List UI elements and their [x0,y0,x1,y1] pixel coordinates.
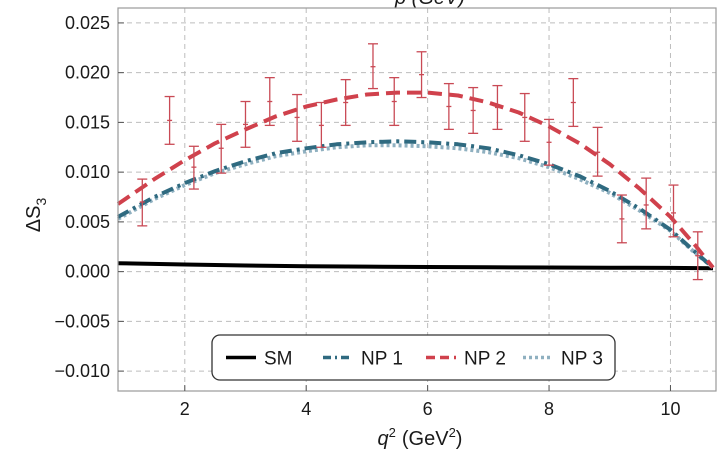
y-tick-label: −0.010 [54,361,110,381]
x-tick-label: 10 [660,399,680,419]
legend-item-sm: SM [226,349,293,370]
y-tick-label: 0.015 [65,112,110,132]
chart-title-fragment: p (GeV) [394,0,465,9]
plot-frame [117,7,717,392]
series-line-np-1 [117,139,715,270]
y-tick-label: 0.010 [65,162,110,182]
series-line-sm [117,261,714,271]
error-bar [692,231,703,281]
error-bar [137,178,148,227]
series-line-np-3 [117,143,715,270]
error-bar [188,145,199,190]
x-axis-ticks: 2 4 6 8 10 [180,385,680,419]
error-bar [544,118,555,166]
y-tick-label: 0.000 [65,262,110,282]
error-bar [468,86,479,134]
series-line-np-2 [116,90,715,269]
y-tick-label: 0.020 [65,63,110,83]
error-bar [316,101,327,148]
y-axis-ticks: −0.010 −0.005 0.000 0.005 0.010 0.015 0.020 0.0… [54,13,124,381]
error-bar [616,194,627,244]
legend-label: NP 1 [361,349,403,370]
error-bar [292,93,303,142]
y-tick-label: 0.025 [65,13,110,33]
x-tick-label: 8 [544,399,554,419]
x-axis-title: q2 (GeV2) [378,425,463,450]
legend-item-np-3: NP 3 [523,349,603,370]
legend-label: NP 3 [561,349,603,370]
x-tick-label: 4 [301,399,311,419]
legend: SM NP 1 NP 2 NP 3 [211,334,616,381]
legend-box [211,334,616,381]
legend-item-np-1: NP 1 [323,349,403,370]
error-bar [592,126,603,177]
legend-item-np-2: NP 2 [426,349,506,370]
error-bar [264,76,275,127]
error-bar [340,78,351,127]
y-tick-label: 0.005 [65,212,110,232]
error-bar [240,100,251,148]
error-bars [137,43,703,281]
error-bar [568,77,579,128]
error-bar [164,95,175,145]
error-bar [519,92,530,142]
x-tick-label: 2 [180,399,190,419]
error-bar [367,43,378,90]
error-bar [492,84,503,131]
legend-label: SM [264,349,293,370]
y-axis-title: ΔS3 [23,198,49,233]
error-bar [668,184,679,238]
series-curves [116,90,715,271]
error-bar [216,123,227,174]
error-bar [641,177,652,230]
x-tick-label: 6 [423,399,433,419]
error-bar [416,51,427,99]
legend-label: NP 2 [464,349,506,370]
error-bar [443,82,454,131]
y-tick-label: −0.005 [54,311,110,331]
error-bar [389,76,400,127]
